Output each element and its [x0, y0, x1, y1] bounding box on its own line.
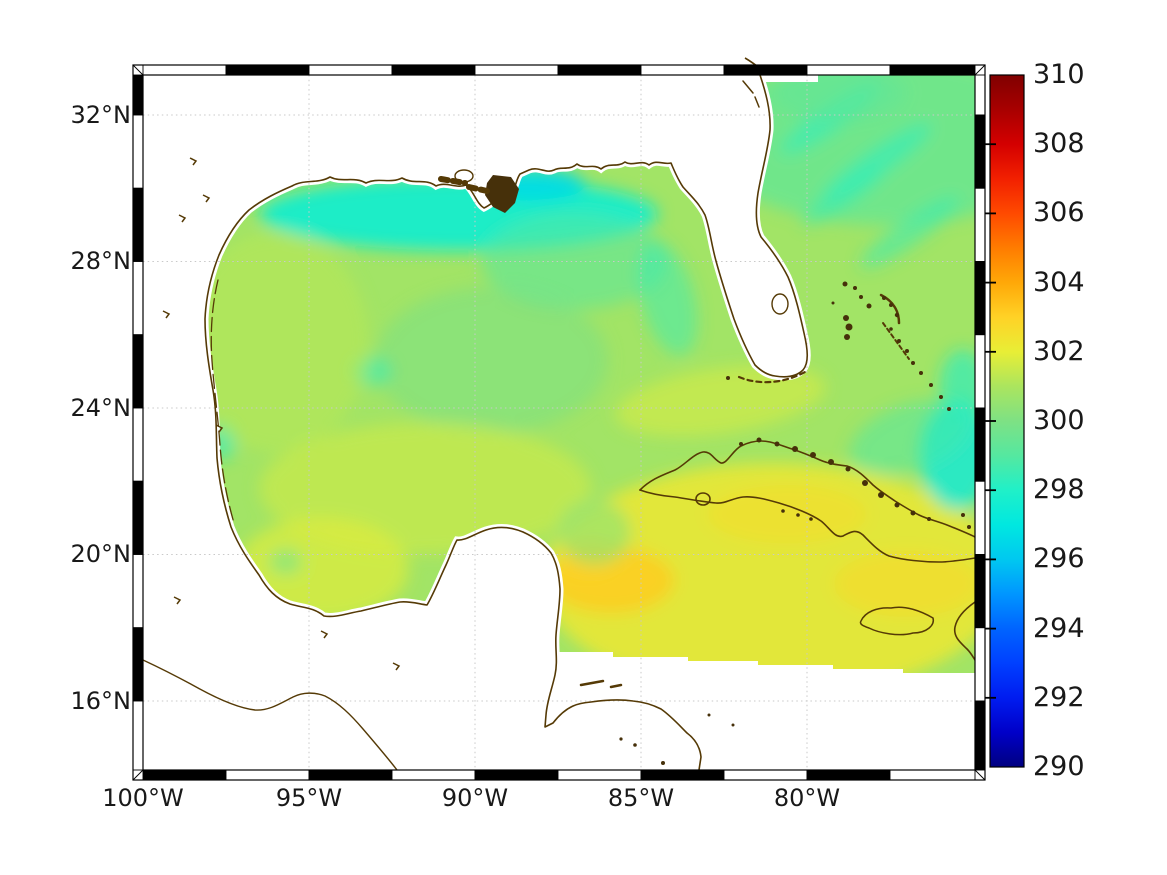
- field-region-ne-yucatan-green: [558, 499, 632, 566]
- land-speck: [320, 630, 329, 639]
- lon-tick-90w: 90°W: [441, 784, 509, 812]
- colorbar-tick-310: 310: [1033, 59, 1085, 90]
- lat-tick-32n: 32°N: [70, 101, 132, 129]
- lon-tick-95w: 95°W: [275, 784, 343, 812]
- colorbar-tick-296: 296: [1033, 543, 1085, 574]
- field-region-south-of-cuba-orange: [707, 484, 867, 544]
- land-speck: [178, 214, 187, 223]
- field-region-florida-straits-warm: [615, 364, 826, 437]
- lat-tick-28n: 28°N: [70, 247, 132, 275]
- field-region-georgia-coast-green: [773, 75, 907, 123]
- coast-cuba-north: [639, 440, 975, 538]
- field-region-west-florida-shelf-cool: [637, 241, 698, 356]
- colorbar-tick-294: 294: [1033, 613, 1085, 644]
- bay-islands-honduras: [579, 679, 623, 689]
- lat-tick-24n: 24°N: [70, 394, 132, 422]
- coast-cuba-south: [639, 489, 975, 563]
- coastline-layer: [143, 75, 975, 770]
- coast-isla-juventud: [695, 492, 711, 506]
- gridlines-layer: [143, 75, 975, 770]
- coast-pacific-mexico: [143, 659, 398, 770]
- land-speck: [173, 596, 182, 605]
- no-data-swath-edge: [548, 652, 975, 770]
- field-region-east-of-jamaica-orange: [833, 550, 975, 617]
- field-region-west-gulf-warm: [182, 232, 369, 452]
- exuma-cays: [882, 322, 910, 360]
- coast-hispaniola-fragment: [953, 601, 975, 661]
- colorbar-tick-308: 308: [1033, 128, 1085, 159]
- louisiana-marshes: [438, 176, 490, 194]
- colorbar-tick-304: 304: [1033, 267, 1085, 298]
- field-region-atlantic-cyan-streak-3: [802, 165, 885, 226]
- field-region-old-bahama-channel-teal: [849, 399, 971, 476]
- lat-tick-20n: 20°N: [70, 540, 132, 568]
- lon-tick-85w: 85°W: [607, 784, 675, 812]
- colorbar-tick-292: 292: [1033, 682, 1085, 713]
- field-region-caribbean-warm: [541, 462, 975, 698]
- coast-jamaica: [859, 606, 935, 636]
- map-frame: [132, 64, 986, 781]
- lat-tick-16n: 16°N: [70, 687, 132, 715]
- florida-keys: [737, 370, 807, 384]
- land-speck: [392, 662, 401, 671]
- lon-tick-80w: 80°W: [773, 784, 841, 812]
- colorbar: [985, 74, 1025, 768]
- island-specks-layer: [162, 157, 971, 765]
- colorbar-tick-302: 302: [1033, 336, 1085, 367]
- texas-barrier-islands: [210, 279, 235, 524]
- land-speck: [189, 157, 198, 166]
- field-region-campeche-teal-spot: [269, 549, 303, 575]
- map-area: [143, 75, 975, 770]
- georgia-coast-marks: [742, 80, 760, 108]
- colorbar-tick-306: 306: [1033, 197, 1085, 228]
- land-speck: [215, 424, 224, 433]
- field-region-central-gulf-green: [375, 287, 608, 434]
- lon-tick-100w: 100°W: [102, 784, 184, 812]
- colorbar-tick-300: 300: [1033, 405, 1085, 436]
- land-speck: [202, 194, 211, 203]
- colorbar-tick-298: 298: [1033, 474, 1085, 505]
- coast-gulf-of-mexico: [204, 75, 809, 770]
- field-region-atlantic-cyan-streak-4: [860, 196, 960, 269]
- colorbar-tick-290: 290: [1033, 751, 1085, 782]
- field-region-ne-gulf-cool: [481, 213, 668, 310]
- land-speck: [162, 310, 171, 319]
- lake-okeechobee: [771, 293, 789, 315]
- mississippi-delta: [485, 175, 519, 213]
